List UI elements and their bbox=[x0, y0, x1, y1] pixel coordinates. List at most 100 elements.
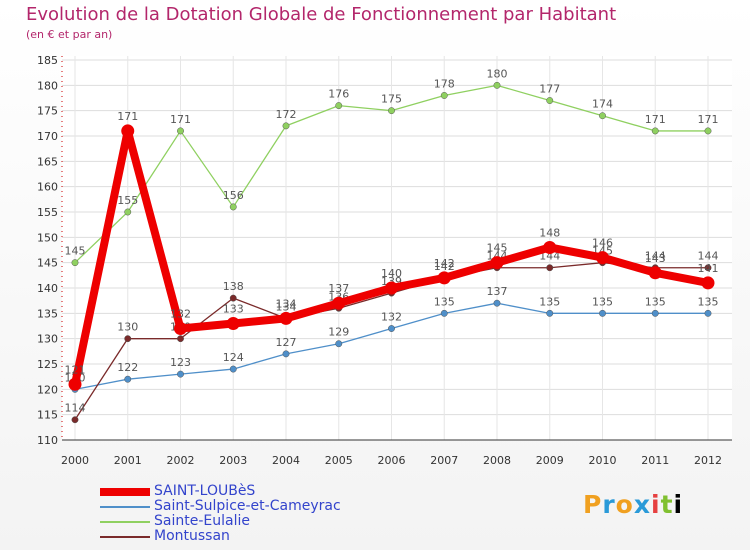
data-point bbox=[546, 97, 554, 104]
x-tick-label: 2007 bbox=[430, 454, 458, 467]
data-label: 138 bbox=[223, 280, 244, 293]
data-point bbox=[71, 259, 79, 267]
brand-letter: r bbox=[602, 490, 616, 519]
data-point bbox=[493, 81, 501, 89]
data-point bbox=[704, 264, 712, 272]
legend-swatch bbox=[100, 521, 150, 523]
data-point bbox=[121, 124, 135, 138]
data-label: 114 bbox=[65, 402, 86, 415]
data-label: 135 bbox=[698, 295, 719, 308]
brand-letter: i bbox=[651, 490, 661, 519]
y-tick-label: 135 bbox=[37, 307, 58, 320]
data-point bbox=[599, 112, 606, 120]
data-point bbox=[229, 294, 237, 302]
y-tick-label: 155 bbox=[37, 206, 58, 219]
data-label: 172 bbox=[276, 108, 297, 121]
data-label: 133 bbox=[223, 302, 244, 315]
data-label: 144 bbox=[645, 250, 666, 263]
x-tick-label: 2008 bbox=[483, 454, 511, 467]
legend-label: Montussan bbox=[154, 528, 230, 544]
data-point bbox=[174, 322, 187, 336]
data-label: 176 bbox=[328, 88, 349, 101]
x-tick-label: 2011 bbox=[641, 454, 669, 467]
data-point bbox=[546, 264, 554, 272]
data-point bbox=[440, 309, 448, 317]
data-label: 135 bbox=[539, 295, 560, 308]
data-label: 122 bbox=[117, 361, 138, 374]
data-label: 132 bbox=[170, 308, 191, 321]
data-label: 142 bbox=[434, 257, 455, 270]
data-point bbox=[124, 375, 132, 383]
data-point bbox=[282, 350, 290, 358]
data-label: 135 bbox=[592, 295, 613, 308]
data-point bbox=[177, 370, 184, 378]
data-point bbox=[335, 340, 343, 348]
data-label: 146 bbox=[592, 237, 613, 250]
data-point bbox=[543, 240, 557, 254]
brand-letter: i bbox=[673, 490, 684, 519]
data-label: 180 bbox=[487, 67, 508, 80]
x-tick-label: 2001 bbox=[114, 454, 142, 467]
data-label: 137 bbox=[328, 282, 349, 295]
data-point bbox=[385, 281, 398, 295]
data-point bbox=[124, 208, 132, 216]
data-point bbox=[648, 266, 662, 280]
x-tick-label: 2006 bbox=[378, 454, 406, 467]
data-point bbox=[335, 102, 343, 110]
data-point bbox=[704, 127, 712, 135]
x-tick-label: 2009 bbox=[536, 454, 564, 467]
data-label: 144 bbox=[698, 250, 719, 263]
chart-title: Evolution de la Dotation Globale de Fonc… bbox=[26, 4, 617, 25]
data-point bbox=[177, 127, 184, 135]
data-point bbox=[546, 309, 554, 317]
x-tick-label: 2010 bbox=[589, 454, 617, 467]
y-tick-label: 120 bbox=[37, 383, 58, 396]
data-label: 123 bbox=[170, 356, 191, 369]
data-point bbox=[282, 122, 290, 130]
legend-swatch bbox=[100, 506, 150, 508]
legend-label: Saint-Sulpice-et-Cameyrac bbox=[154, 498, 341, 514]
data-label: 155 bbox=[117, 194, 138, 207]
legend-swatch bbox=[100, 536, 150, 538]
data-label: 171 bbox=[170, 113, 191, 126]
data-point bbox=[332, 296, 346, 310]
data-label: 127 bbox=[276, 336, 297, 349]
legend-swatch bbox=[100, 488, 150, 496]
y-tick-label: 130 bbox=[37, 333, 58, 346]
y-tick-label: 150 bbox=[37, 231, 58, 244]
data-point bbox=[701, 276, 715, 290]
proxiti-logo: Proxiti bbox=[583, 490, 683, 519]
y-tick-label: 160 bbox=[37, 181, 58, 194]
data-label: 129 bbox=[328, 326, 349, 339]
data-point bbox=[177, 335, 184, 343]
data-label: 177 bbox=[539, 83, 560, 96]
data-point bbox=[124, 335, 132, 343]
data-label: 130 bbox=[117, 321, 138, 334]
data-label: 171 bbox=[117, 110, 138, 123]
data-point bbox=[226, 316, 240, 330]
data-point bbox=[490, 256, 504, 270]
data-point bbox=[651, 127, 659, 135]
data-label: 174 bbox=[592, 98, 613, 111]
data-label: 145 bbox=[487, 242, 508, 255]
data-point bbox=[388, 107, 395, 115]
data-label: 175 bbox=[381, 93, 402, 106]
legend-label: SAINT-LOUBèS bbox=[154, 483, 256, 499]
data-label: 134 bbox=[276, 297, 297, 310]
y-tick-label: 165 bbox=[37, 155, 58, 168]
data-label: 142 bbox=[434, 260, 455, 273]
data-point bbox=[440, 92, 448, 99]
data-point bbox=[599, 309, 606, 317]
x-tick-label: 2012 bbox=[694, 454, 722, 467]
data-label: 121 bbox=[65, 363, 86, 376]
data-label: 171 bbox=[645, 113, 666, 126]
y-tick-label: 140 bbox=[37, 282, 58, 295]
legend-label: Sainte-Eulalie bbox=[154, 513, 250, 529]
y-tick-label: 110 bbox=[37, 434, 58, 447]
x-tick-label: 2003 bbox=[219, 454, 247, 467]
data-label: 135 bbox=[645, 295, 666, 308]
data-point bbox=[68, 377, 82, 391]
data-label: 156 bbox=[223, 189, 244, 202]
data-label: 124 bbox=[223, 351, 244, 364]
